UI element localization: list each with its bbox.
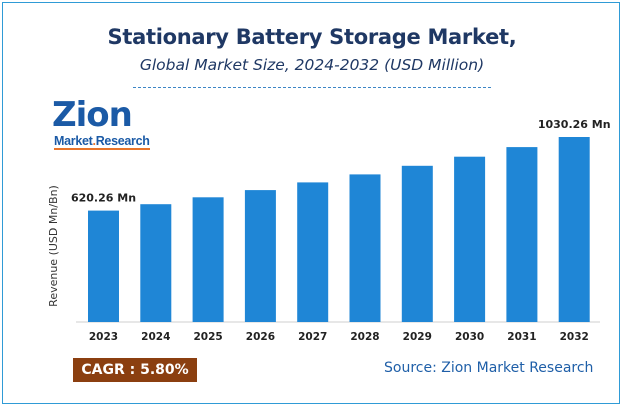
title-divider (133, 87, 491, 88)
bar-2028 (349, 174, 381, 322)
y-axis-label: Revenue (USD Mn/Bn) (47, 185, 60, 307)
data-label-2032: 1030.26 Mn (538, 118, 611, 131)
bar-series (88, 137, 590, 322)
bar-2027 (297, 182, 329, 322)
source-note: Source: Zion Market Research (384, 360, 594, 376)
x-tick-2024: 2024 (141, 331, 170, 343)
x-tick-2029: 2029 (403, 331, 432, 343)
x-tick-labels: 2023 2024 2025 2026 2027 2028 2029 2030 2031 2032 (89, 331, 589, 343)
x-tick-2031: 2031 (507, 331, 536, 343)
bar-2031 (506, 147, 538, 322)
x-tick-2025: 2025 (193, 331, 222, 343)
zion-logo: Zion Market.Research (52, 96, 156, 152)
chart-subtitle: Global Market Size, 2024-2032 (USD Milli… (139, 56, 485, 74)
bar-2029 (401, 165, 433, 322)
x-tick-2028: 2028 (350, 331, 379, 343)
x-tick-2027: 2027 (298, 331, 327, 343)
logo-wordmark: Zion (52, 95, 133, 135)
chart-title: Stationary Battery Storage Market, (107, 25, 517, 49)
logo-sub-right: Research (95, 134, 150, 148)
logo-sub-dot: . (92, 134, 97, 148)
bar-2026 (244, 190, 276, 322)
bar-2024 (140, 204, 172, 322)
x-tick-2030: 2030 (455, 331, 484, 343)
bar-2030 (454, 156, 486, 322)
logo-subtitle: Market.Research (54, 134, 150, 150)
bar-2025 (192, 197, 224, 322)
logo-sub-left: Market (54, 134, 93, 148)
cagr-badge: CAGR : 5.80% (73, 358, 197, 382)
x-tick-2023: 2023 (89, 331, 118, 343)
bar-2023 (88, 210, 119, 322)
x-tick-2032: 2032 (560, 331, 589, 343)
data-labels: 620.26 Mn 1030.26 Mn (71, 118, 611, 205)
x-tick-2026: 2026 (246, 331, 275, 343)
bar-2032 (558, 137, 590, 322)
data-label-2023: 620.26 Mn (71, 192, 136, 205)
